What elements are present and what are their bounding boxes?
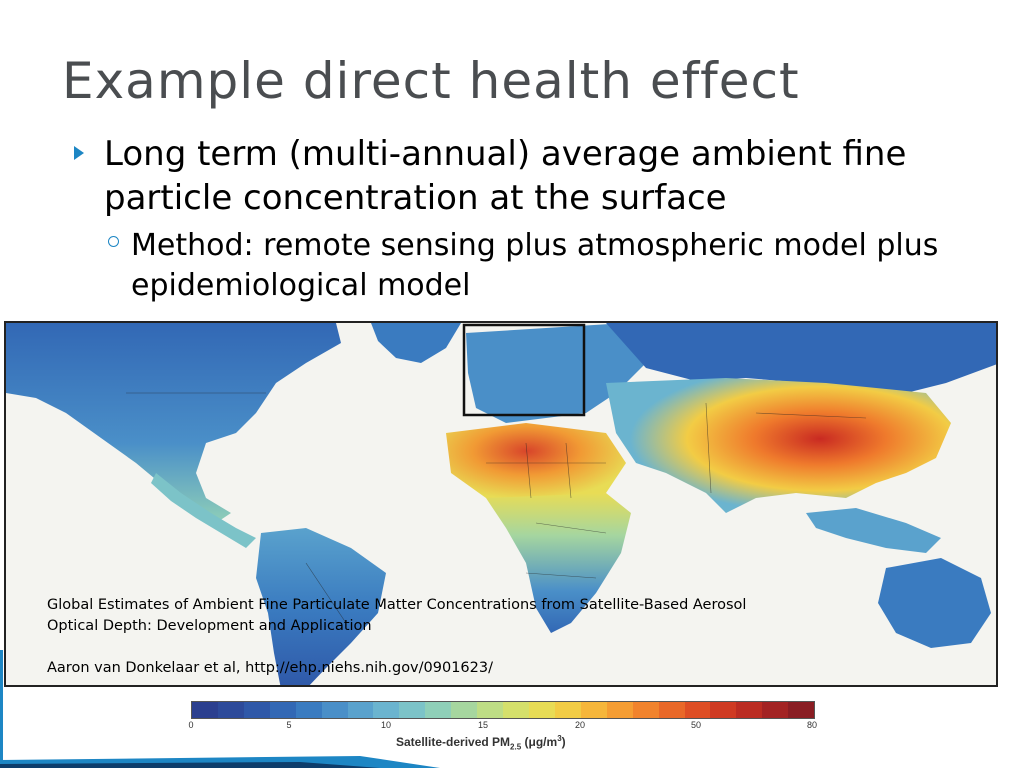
southeast-asia-region (806, 508, 941, 553)
colorbar-label-unit-post: ) (561, 735, 566, 749)
slide-title: Example direct health effect (62, 52, 800, 110)
slide-accent-bottom (0, 756, 440, 768)
colorbar-segment (658, 702, 685, 718)
world-map-graphic (6, 323, 996, 685)
slide-accent-left (0, 650, 3, 768)
europe-region (466, 323, 646, 423)
colorbar-segment (736, 702, 763, 718)
colorbar-segment (632, 702, 659, 718)
colorbar-tick-label: 20 (574, 720, 586, 730)
colorbar-segment (399, 702, 426, 718)
colorbar-segment (684, 702, 711, 718)
colorbar-segment (243, 702, 270, 718)
colorbar-label-main: Satellite-derived PM (396, 735, 511, 749)
colorbar-label-unit-sup: 3 (557, 734, 562, 743)
pm25-world-map (4, 321, 998, 687)
caption-title-line1: Global Estimates of Ambient Fine Particu… (47, 597, 747, 613)
australia-region (878, 558, 991, 648)
colorbar-label-unit-pre: (μg/m (521, 735, 558, 749)
central-america-region (151, 473, 256, 548)
caption-title-line2: Optical Depth: Development and Applicati… (47, 618, 372, 634)
colorbar-segment (554, 702, 581, 718)
colorbar-tick-label: 5 (286, 720, 292, 730)
colorbar-label-sub: 2.5 (510, 742, 522, 752)
colorbar-segment (373, 702, 400, 718)
africa-region (486, 493, 631, 633)
colorbar-segment (477, 702, 504, 718)
colorbar-tick-label: 15 (477, 720, 489, 730)
colorbar-segment (580, 702, 607, 718)
sub-bullet-circle-icon (108, 236, 119, 247)
europe-inset-box (462, 323, 586, 417)
colorbar-tick-label: 0 (188, 720, 194, 730)
asia-region (606, 378, 951, 513)
colorbar-tick-label: 10 (380, 720, 392, 730)
colorbar-label: Satellite-derived PM2.5 (μg/m3) (396, 734, 566, 751)
colorbar-tick-label: 80 (806, 720, 818, 730)
north-america-region (6, 323, 341, 523)
colorbar-segment (217, 702, 244, 718)
colorbar-segment (347, 702, 374, 718)
colorbar-segment (710, 702, 737, 718)
south-america-region (256, 528, 386, 685)
colorbar-segment (295, 702, 322, 718)
bullet-main: Long term (multi-annual) average ambient… (104, 134, 907, 218)
colorbar-segment (269, 702, 296, 718)
bullet-arrow-icon (74, 146, 84, 160)
bullet-sub: Method: remote sensing plus atmospheric … (131, 228, 939, 303)
colorbar-segment (192, 702, 218, 718)
greenland-region (371, 323, 461, 363)
colorbar-segment (528, 702, 555, 718)
north-asia-region (606, 323, 996, 393)
colorbar-segment (451, 702, 478, 718)
pm25-colorbar (191, 701, 815, 719)
colorbar-segment (762, 702, 789, 718)
colorbar-segment (503, 702, 529, 718)
caption-citation: Aaron van Donkelaar et al, http://ehp.ni… (47, 660, 493, 676)
colorbar-segment (788, 702, 815, 718)
colorbar-tick-label: 50 (690, 720, 702, 730)
colorbar-segment (321, 702, 348, 718)
colorbar-segment (425, 702, 452, 718)
colorbar-segment (606, 702, 633, 718)
